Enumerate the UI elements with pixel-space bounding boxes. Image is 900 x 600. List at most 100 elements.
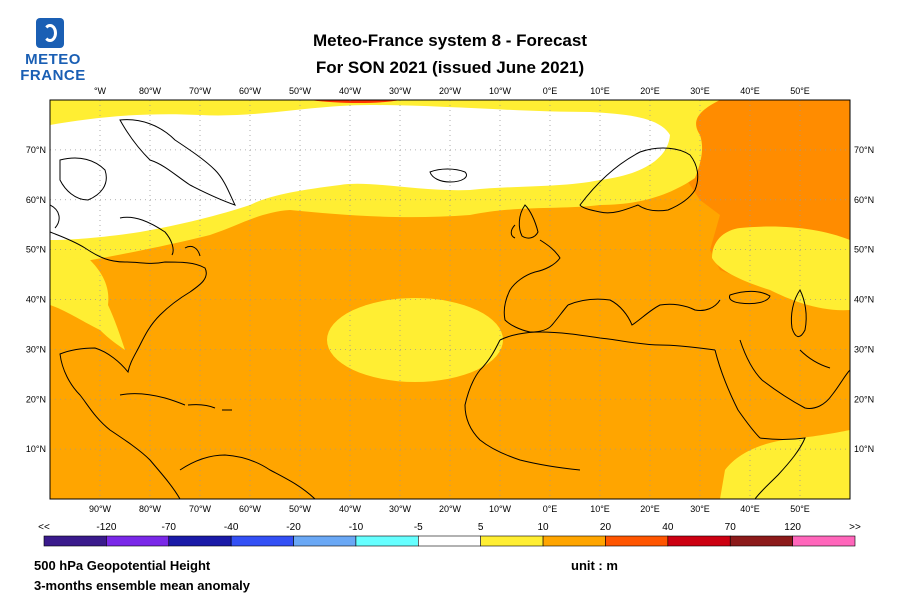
coastline-segment	[510, 204, 539, 239]
legend-color-swatch	[418, 535, 481, 547]
bottom-longitude-labels: 90°W 80°W 70°W 60°W 50°W 40°W 30°W 20°W 10°W 0°E 1…	[89, 504, 810, 514]
right-latitude-label: 40°N	[854, 295, 874, 305]
coastlines	[50, 119, 850, 499]
legend-label: -40	[224, 522, 239, 533]
legend-color-swatch	[792, 535, 856, 547]
top-longitude-label: 30°W	[389, 86, 412, 96]
bottom-longitude-label: 50°W	[289, 504, 312, 514]
graticule	[50, 100, 850, 499]
bottom-longitude-label: 0°E	[543, 504, 558, 514]
legend-color-swatch	[230, 535, 294, 547]
top-longitude-label: 60°W	[239, 86, 262, 96]
legend-color-swatch	[542, 535, 606, 547]
legend-label: 20	[600, 522, 612, 533]
legend-label: -120	[96, 522, 116, 533]
bottom-longitude-label: 30°W	[389, 504, 412, 514]
right-latitude-labels: 70°N 60°N 50°N 40°N 30°N 20°N 10°N	[854, 145, 874, 454]
legend-label: 5	[478, 522, 484, 533]
logo-text-line2: FRANCE	[20, 67, 86, 84]
coastline-segment	[119, 393, 232, 411]
right-latitude-label: 20°N	[854, 394, 874, 404]
left-latitude-label: 20°N	[26, 394, 46, 404]
bottom-longitude-label: 10°E	[590, 504, 610, 514]
legend-color-swatch	[729, 535, 793, 547]
legend-label: 10	[538, 522, 550, 533]
coastline-segment	[119, 119, 236, 206]
left-latitude-label: 40°N	[26, 295, 46, 305]
top-longitude-label: 70°W	[189, 86, 212, 96]
coastline-segment	[429, 168, 467, 183]
bottom-longitude-label: 20°E	[640, 504, 660, 514]
coastline-segment	[50, 231, 207, 499]
top-longitude-label: 10°W	[489, 86, 512, 96]
right-latitude-label: 70°N	[854, 145, 874, 155]
bottom-longitude-label: 20°W	[439, 504, 462, 514]
map-title: Meteo-France system 8 - Forecast	[313, 31, 587, 50]
right-latitude-label: 10°N	[854, 444, 874, 454]
legend-left-arrow: <<	[38, 522, 50, 533]
top-longitude-label: 10°E	[590, 86, 610, 96]
legend-color-swatch	[355, 535, 419, 547]
anomaly-region-yellow-west	[50, 255, 125, 350]
bottom-longitude-label: 10°W	[489, 504, 512, 514]
coastline-segment	[729, 290, 771, 305]
left-latitude-label: 60°N	[26, 195, 46, 205]
coastline-segment	[579, 147, 699, 214]
color-legend: -120 -70 -40 -20 -10 -5 5 10 20 40 70 120 << >>	[38, 522, 861, 547]
coastline-segment	[503, 239, 569, 333]
coastline-segment	[464, 339, 581, 471]
variable-name: 500 hPa Geopotential Height	[34, 558, 211, 573]
legend-label: -70	[162, 522, 177, 533]
coastline-segment	[179, 454, 316, 499]
top-longitude-label: °W	[94, 86, 107, 96]
top-longitude-label: 50°W	[289, 86, 312, 96]
top-longitude-labels: °W 80°W 70°W 60°W 50°W 40°W 30°W 20°W 10°W 0°E 10°…	[94, 86, 810, 96]
bottom-longitude-label: 40°W	[339, 504, 362, 514]
legend-color-swatch	[293, 535, 357, 547]
top-longitude-label: 30°E	[690, 86, 710, 96]
legend-right-arrow: >>	[849, 522, 861, 533]
top-longitude-label: 20°W	[439, 86, 462, 96]
meteo-france-emblem-icon	[36, 18, 64, 48]
top-longitude-label: 0°E	[543, 86, 558, 96]
legend-label: 120	[784, 522, 801, 533]
legend-label: -20	[286, 522, 301, 533]
coastline-segment	[499, 331, 716, 351]
anomaly-region-yellow-central-atlantic	[327, 298, 503, 382]
right-latitude-label: 50°N	[854, 245, 874, 255]
left-latitude-label: 70°N	[26, 145, 46, 155]
left-latitude-label: 10°N	[26, 444, 46, 454]
legend-label: 40	[662, 522, 674, 533]
left-latitude-label: 50°N	[26, 245, 46, 255]
legend-label: -5	[414, 522, 423, 533]
top-longitude-label: 20°E	[640, 86, 660, 96]
coastline-segment	[714, 339, 850, 439]
anomaly-region-red	[310, 100, 400, 103]
bottom-longitude-label: 30°E	[690, 504, 710, 514]
legend-color-swatch	[43, 535, 107, 547]
legend-color-swatch	[480, 535, 544, 547]
logo-text-line1: METEO	[25, 51, 81, 68]
coastline-segment	[754, 437, 806, 499]
anomaly-region-yellow-east	[712, 226, 850, 311]
legend-label: -10	[349, 522, 364, 533]
unit-label: unit : m	[571, 558, 618, 573]
map-subtitle: For SON 2021 (issued June 2021)	[315, 58, 585, 77]
coastline-segment	[790, 289, 807, 337]
coastline-segment	[799, 349, 831, 369]
coastline-segment	[567, 298, 721, 326]
bottom-longitude-label: 40°E	[740, 504, 760, 514]
top-longitude-label: 80°W	[139, 86, 162, 96]
meteo-france-logo: METEO FRANCE	[14, 14, 90, 90]
legend-color-swatch	[168, 535, 232, 547]
top-longitude-label: 50°E	[790, 86, 810, 96]
left-latitude-labels: 70°N 60°N 50°N 40°N 30°N 20°N 10°N	[26, 145, 46, 454]
right-latitude-label: 60°N	[854, 195, 874, 205]
variable-description: 3-months ensemble mean anomaly	[34, 578, 251, 593]
bottom-longitude-label: 80°W	[139, 504, 162, 514]
map-frame	[49, 99, 851, 500]
right-latitude-label: 30°N	[854, 344, 874, 354]
legend-color-swatch	[106, 535, 170, 547]
legend-color-swatch	[667, 535, 731, 547]
